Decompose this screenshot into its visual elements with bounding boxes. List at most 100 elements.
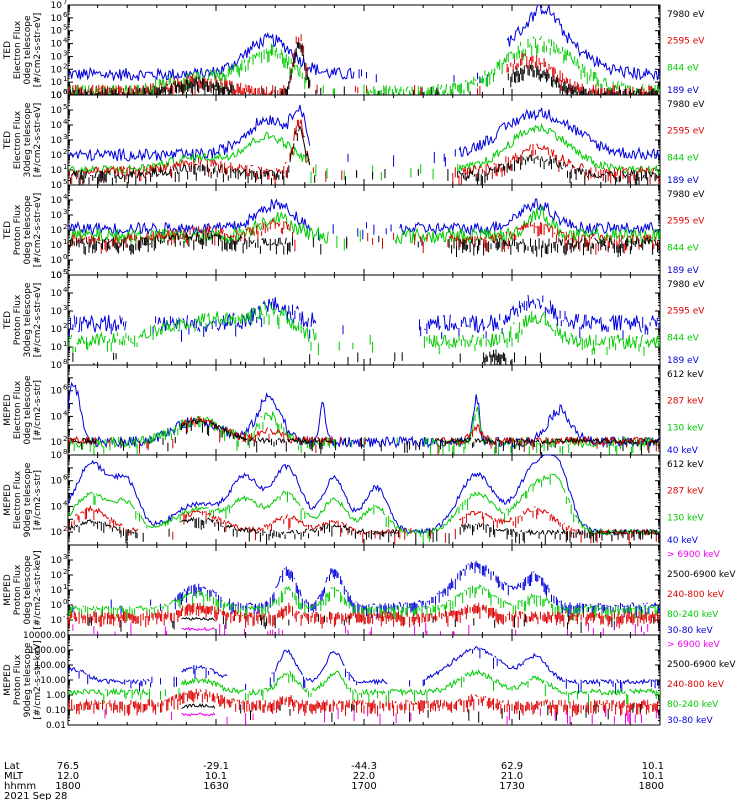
series-line: [68, 419, 660, 455]
y-tick-label: 10: [51, 586, 63, 596]
data-layer: [68, 560, 660, 635]
legend-entry: > 6900 keV: [667, 550, 721, 560]
y-tick-label: 10: [51, 601, 63, 611]
series-line: [68, 231, 660, 258]
legend-entry: 80-240 keV: [667, 610, 719, 620]
series-trace: [72, 349, 596, 365]
y-tick-exponent: 5: [63, 24, 67, 32]
y-axis-label-line: [#/cm2-s-str-eV]: [33, 13, 43, 88]
legend-entry: 844 eV: [667, 63, 700, 73]
series-line: [68, 5, 660, 86]
y-tick-label: 10: [51, 451, 63, 461]
y-axis-label-line: [#/cm2-s-str-eV]: [33, 103, 43, 178]
y-tick-exponent: 4: [63, 499, 68, 507]
legend-entry: 189 eV: [667, 266, 700, 276]
series-trace: [68, 5, 660, 86]
footer-lat-value: 76.5: [57, 761, 79, 772]
y-tick-exponent: 4: [63, 37, 68, 45]
orbit-footer: Lat MLT hhmm 2021 Sep 28 76.512.01800-29…: [4, 761, 664, 800]
legend-entry: 189 eV: [667, 176, 700, 186]
y-axis-label-line: MEPED: [3, 664, 13, 696]
series-trace: [68, 104, 660, 167]
series-trace: [68, 455, 660, 537]
data-layer: [68, 455, 660, 545]
y-tick-label: 10: [51, 438, 63, 448]
series-line: [181, 703, 641, 723]
series-trace: [68, 231, 660, 258]
legend-entry: 240-800 keV: [667, 590, 725, 600]
y-axis-label-line: Electron Flux: [13, 470, 23, 529]
series-line: [104, 708, 657, 725]
series-trace: [68, 122, 660, 184]
data-layer: [68, 198, 660, 258]
legend-entry: 612 keV: [667, 460, 704, 470]
y-tick-label: 100.00: [35, 661, 67, 671]
y-tick-exponent: 4: [63, 193, 68, 201]
series-line: [68, 198, 660, 241]
y-tick-exponent: 8: [63, 448, 67, 456]
legend-entry: 240-800 keV: [667, 680, 725, 690]
y-tick-exponent: 5: [63, 268, 67, 276]
y-tick-label: 10: [51, 289, 63, 299]
y-tick-label: 10.00: [40, 676, 66, 686]
legend-entry: 2595 eV: [667, 217, 705, 227]
legend-entry: 287 keV: [667, 397, 704, 407]
y-tick-label: 1.00: [46, 691, 66, 701]
legend-entry: 2500-6900 keV: [667, 570, 736, 580]
footer-mlt-value: 21.0: [501, 771, 523, 782]
series-trace: [68, 406, 660, 455]
y-tick-label: 10: [51, 65, 63, 75]
legend-entry: 287 keV: [667, 487, 704, 497]
y-tick-label: 10: [51, 571, 63, 581]
y-tick-exponent: 0: [63, 598, 67, 606]
legend-entry: 130 keV: [667, 513, 704, 523]
y-tick-label: 10: [51, 412, 63, 422]
legend-entry: 40 keV: [667, 536, 699, 546]
legend-entry: 7980 eV: [667, 100, 705, 110]
footer-hhmm-value: 1630: [203, 781, 228, 792]
y-tick-label: 10: [51, 136, 63, 146]
footer-mlt-value: 12.0: [57, 771, 79, 782]
y-tick-label: 10: [51, 256, 63, 266]
legend-entry: 80-240 keV: [667, 700, 719, 710]
y-tick-exponent: 2: [63, 223, 67, 231]
y-tick-exponent: 6: [63, 474, 68, 482]
footer-hhmm-value: 1800: [55, 781, 80, 792]
y-axis-label-line: 90deg telescope: [23, 462, 33, 537]
legend-entry: 2595 eV: [667, 127, 705, 137]
y-tick-label: 0.01: [46, 721, 66, 731]
y-tick-exponent: 3: [63, 208, 67, 216]
series-line: [72, 560, 660, 619]
y-axis-label-line: [#/cm2-s-str-keV]: [33, 550, 43, 629]
y-tick-label: 10: [51, 343, 63, 353]
legend-entry: 30-80 keV: [667, 626, 713, 636]
series-line: [68, 381, 660, 449]
legend-entry: 844 eV: [667, 333, 700, 343]
y-tick-label: 10: [51, 556, 63, 566]
series-line: [68, 473, 660, 545]
series-trace: [68, 198, 660, 241]
y-axis-label-line: 30deg telescope: [23, 282, 33, 357]
data-layer: [68, 381, 660, 455]
y-tick-label: 10: [51, 91, 63, 101]
y-tick-exponent: -1: [63, 613, 70, 621]
y-tick-label: 10: [51, 271, 63, 281]
data-layer: [68, 645, 660, 725]
y-axis-label-line: Proton Flux: [13, 564, 23, 615]
y-tick-label: 10: [51, 241, 63, 251]
legend-entry: 7980 eV: [667, 10, 705, 20]
series-trace: [104, 708, 657, 725]
y-tick-exponent: 4: [63, 118, 68, 126]
y-tick-label: 10: [51, 528, 63, 538]
y-axis-label-line: Proton Flux: [13, 204, 23, 255]
footer-lat-value: 62.9: [501, 761, 523, 772]
footer-lat-value: -44.3: [351, 761, 377, 772]
legend-entry: 7980 eV: [667, 280, 705, 290]
y-tick-exponent: 2: [63, 322, 67, 330]
y-tick-exponent: 4: [63, 286, 68, 294]
series-line: [88, 614, 660, 633]
y-axis-label-line: Electron Flux: [13, 20, 23, 79]
y-axis-label-line: Electron Flux: [13, 380, 23, 439]
